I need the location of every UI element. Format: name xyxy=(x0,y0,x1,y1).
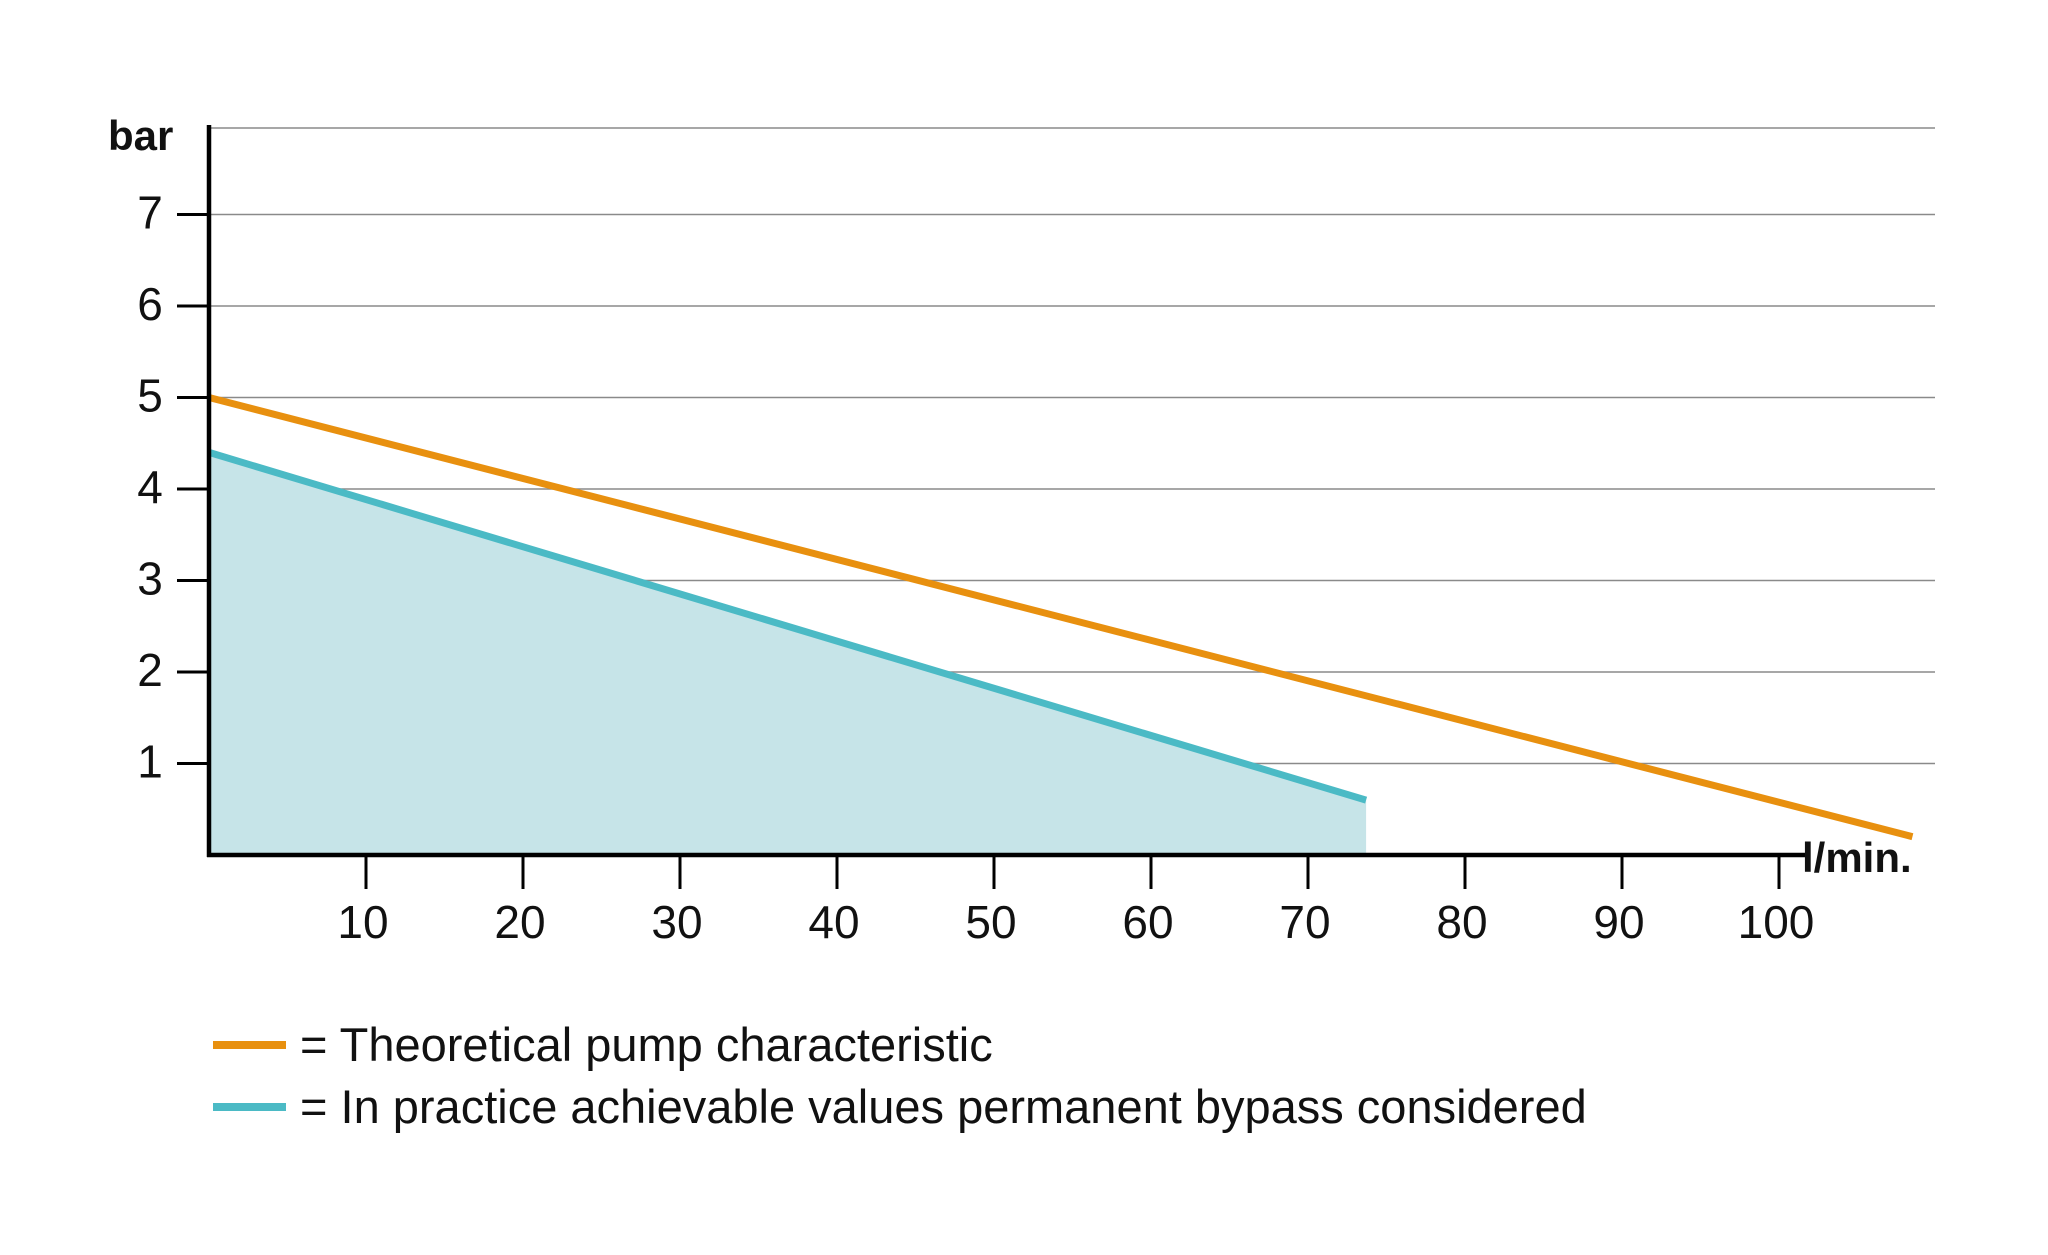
y-tick-label-1: 1 xyxy=(137,736,163,788)
legend-label-2: = In practice achievable values permanen… xyxy=(300,1080,1587,1133)
y-tick-label-5: 5 xyxy=(137,370,163,422)
y-tick-label-3: 3 xyxy=(137,553,163,605)
y-axis-title: bar xyxy=(108,112,173,159)
x-tick-label-100: 100 xyxy=(1738,896,1815,948)
y-tick-label-4: 4 xyxy=(137,461,163,513)
x-tick-label-90: 90 xyxy=(1593,896,1644,948)
x-tick-label-80: 80 xyxy=(1436,896,1487,948)
y-tick-label-6: 6 xyxy=(137,278,163,330)
x-tick-label-30: 30 xyxy=(651,896,702,948)
x-tick-label-50: 50 xyxy=(965,896,1016,948)
legend-label-1: = Theoretical pump characteristic xyxy=(300,1018,993,1071)
x-tick-label-20: 20 xyxy=(494,896,545,948)
y-tick-label-2: 2 xyxy=(137,644,163,696)
series-line-2 xyxy=(207,449,1368,804)
series-line-1 xyxy=(208,394,1914,841)
y-tick-label-7: 7 xyxy=(137,187,163,239)
series-area-2 xyxy=(209,452,1367,855)
x-tick-label-40: 40 xyxy=(808,896,859,948)
x-tick-label-10: 10 xyxy=(337,896,388,948)
x-tick-label-70: 70 xyxy=(1279,896,1330,948)
x-tick-label-60: 60 xyxy=(1122,896,1173,948)
x-axis-title: l/min. xyxy=(1802,834,1912,881)
